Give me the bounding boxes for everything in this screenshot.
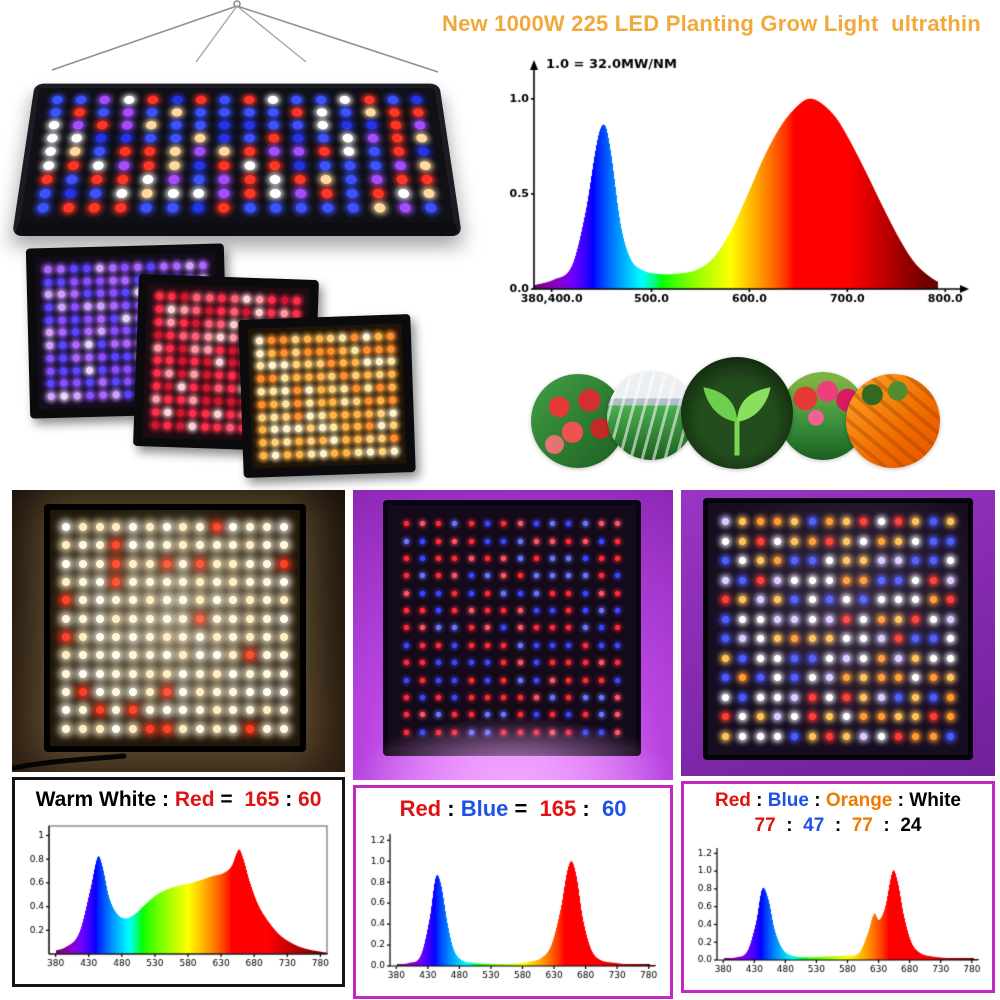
spectrum-chart-full-spectrum [690, 840, 986, 980]
power-cord [12, 753, 127, 771]
variant-warm-white: Warm White : Red = 165 : 60 [12, 490, 345, 987]
variant-full-spectrum: Red : Blue : Orange : White 77 : 47 : 77… [681, 490, 995, 993]
photo-panel-red-blue [353, 490, 673, 780]
led-array-photo2 [398, 515, 626, 741]
spec-box-red-blue: Red : Blue = 165 : 60 [353, 785, 673, 999]
product-title: New 1000W 225 LED Planting Grow Light ul… [442, 11, 981, 36]
led-panel-warm [238, 314, 416, 478]
panel-frame [12, 83, 462, 236]
led-array-photo1 [58, 518, 292, 738]
photo-carrots [846, 374, 940, 468]
ratio-label-values: 77 : 47 : 77 : 24 [754, 815, 922, 836]
panel-frame [44, 504, 306, 752]
led-array-hanging [29, 94, 445, 215]
spec-box-full-spectrum: Red : Blue : Orange : White 77 : 47 : 77… [681, 781, 995, 993]
photo-panel-full-spectrum [681, 490, 995, 776]
photo-sprout [681, 357, 793, 469]
purple-glow [353, 718, 673, 780]
spectrum-chart-red-blue [363, 826, 663, 986]
sprout-icon [703, 387, 771, 456]
photo-panel-warm-white [12, 490, 345, 772]
ratio-label-warm-white: Warm White : Red = 165 : 60 [35, 788, 322, 811]
led-array-photo3 [717, 512, 959, 746]
panel-frame [703, 498, 973, 760]
spectrum-chart-main [488, 48, 973, 323]
ratio-label-colors: Red : Blue : Orange : White [714, 790, 961, 811]
ratio-label-red-blue: Red : Blue = 165 : 60 [399, 796, 627, 821]
variant-red-blue: Red : Blue = 165 : 60 [353, 490, 673, 999]
variant-comparison-strip: Warm White : Red = 165 : 60 Red : Blue =… [0, 488, 1000, 1000]
spec-box-warm-white: Warm White : Red = 165 : 60 [12, 777, 345, 987]
grow-light-panel-hanging [12, 83, 462, 236]
hanging-wires [51, 0, 439, 73]
led-array-warm [254, 330, 400, 463]
photo-greenhouse [607, 372, 695, 460]
spectrum-chart-warm-white [22, 816, 335, 974]
panel-frame [383, 500, 641, 756]
